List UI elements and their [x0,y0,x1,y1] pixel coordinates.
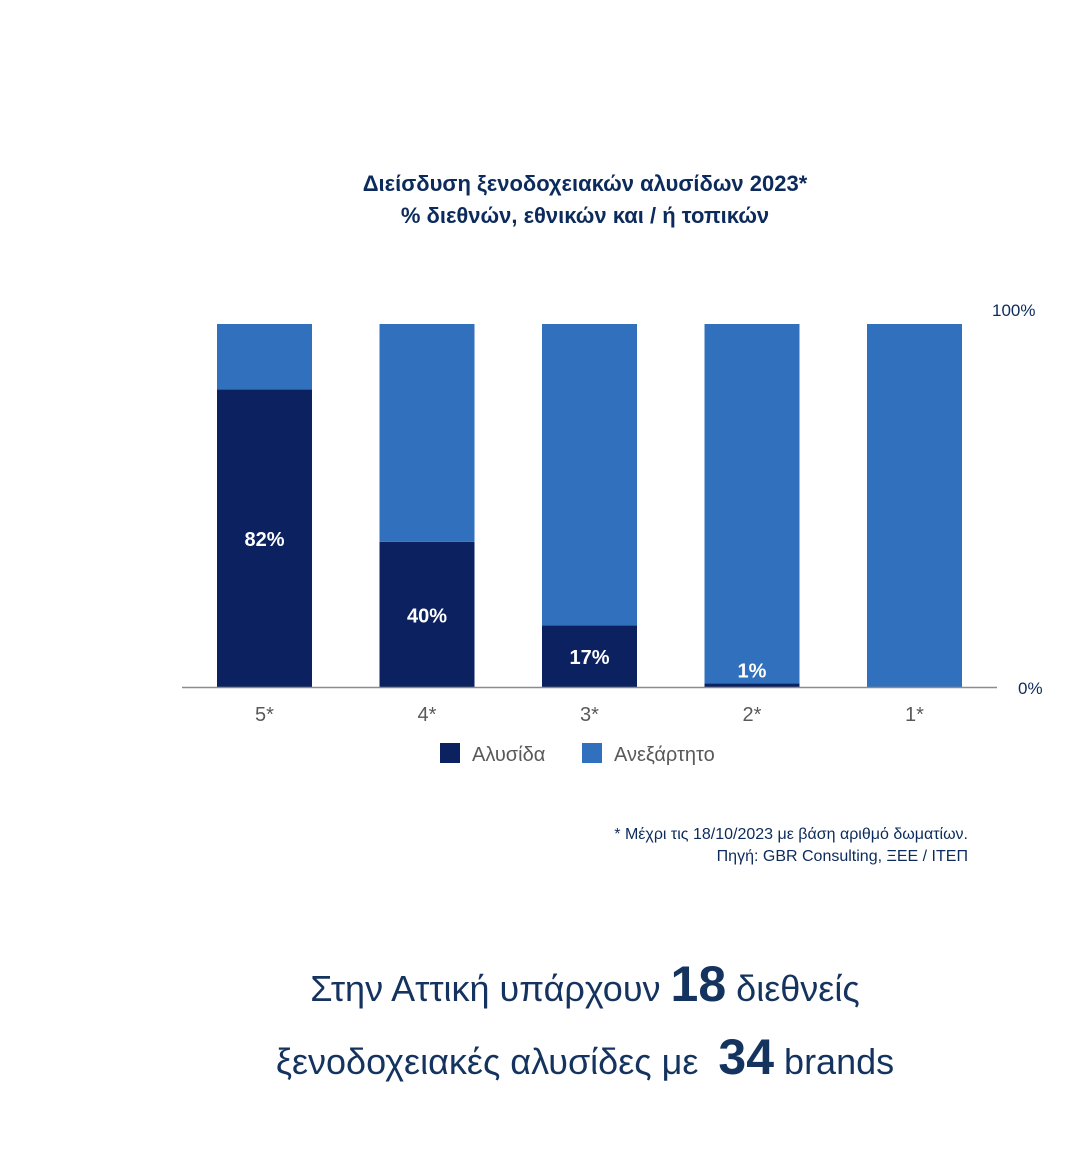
category-label-1: 5* [255,704,274,726]
headline-line-2: ξενοδοχειακές αλυσίδες με 34 brands [0,1023,1086,1096]
data-label-1: 82% [244,529,284,551]
stacked-bar-chart: 82% 5* 40% 4* 17% 3* 1% 2* 1* 0% 100% Αλυσίδα Ανεξάρ… [182,301,1043,766]
data-label-3: 17% [569,647,609,669]
headline: Στην Αττική υπάρχουν 18 διεθνείς ξενοδοχ… [0,950,1086,1096]
footnotes: * Μέχρι τις 18/10/2023 με βάση αριθμό δω… [614,824,968,868]
data-label-2: 40% [407,605,447,627]
bar-independent-1 [217,324,312,390]
headline-number-brands: 34 [718,1029,775,1085]
bar-chain-2 [379,541,475,687]
bar-independent-2 [379,324,475,542]
headline-text-2a: ξενοδοχειακές αλυσίδες με [275,1041,699,1082]
headline-number-chains: 18 [670,956,727,1012]
legend-swatch-2 [582,743,602,763]
chart-subtitle: % διεθνών, εθνικών και / ή τοπικών [400,203,770,228]
headline-line-1: Στην Αττική υπάρχουν 18 διεθνείς [0,950,1086,1023]
headline-text-1a: Στην Αττική υπάρχουν [310,968,661,1009]
category-label-3: 3* [580,704,599,726]
bar-independent-4 [704,324,800,684]
category-label-5: 1* [905,704,924,726]
footnote-source: Πηγή: GBR Consulting, ΞΕΕ / ΙΤΕΠ [716,848,968,865]
bar-independent-3 [542,324,637,626]
legend-label-2: Ανεξάρτητο [614,744,715,766]
category-label-2: 4* [418,704,437,726]
chart-title: Διείσδυση ξενοδοχειακών αλυσίδων 2023* [362,171,808,196]
legend-label-1: Αλυσίδα [472,744,545,766]
category-label-4: 2* [743,704,762,726]
bar-chain-3 [542,625,637,687]
y-tick-label-max: 100% [992,301,1035,320]
data-label-4: 1% [738,660,767,682]
bar-independent-5 [867,324,962,687]
legend-swatch-1 [440,743,460,763]
footnote-date: * Μέχρι τις 18/10/2023 με βάση αριθμό δω… [614,826,968,843]
y-tick-label-min: 0% [1018,679,1043,698]
bar-chain-4 [704,683,800,687]
bar-chain-1 [217,389,312,687]
headline-text-2b: brands [784,1041,895,1082]
headline-text-1b: διεθνείς [736,968,860,1009]
chart-title-block: Διείσδυση ξενοδοχειακών αλυσίδων 2023* %… [170,168,1000,232]
